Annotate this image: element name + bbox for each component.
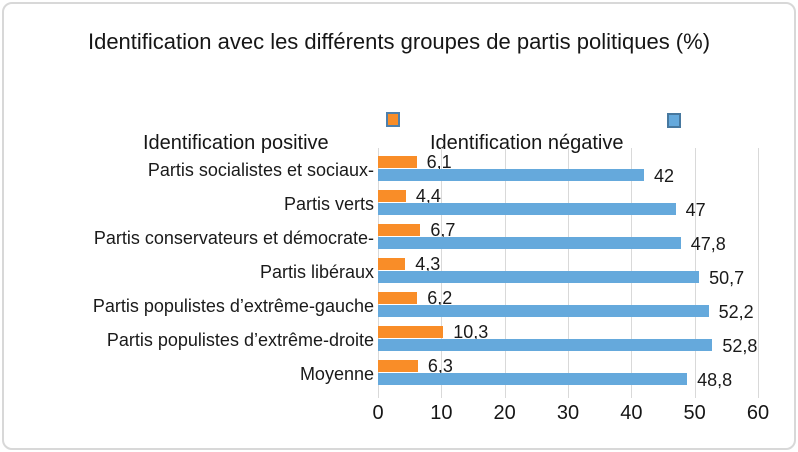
category-label: Partis socialistes et sociaux- — [147, 160, 374, 180]
bar-positive — [378, 326, 444, 338]
value-label-positive: 6,7 — [430, 220, 456, 240]
value-label-positive: 4,3 — [415, 254, 441, 274]
legend-marker-negative — [667, 113, 681, 128]
category-label: Moyenne — [299, 364, 374, 384]
bar-positive — [378, 156, 417, 168]
value-label-negative: 48,8 — [697, 370, 733, 390]
value-label-negative: 47,8 — [690, 234, 726, 254]
chart-title: Identification avec les différents group… — [87, 29, 711, 54]
value-label-negative: 50,7 — [709, 268, 745, 288]
x-axis-tick-label: 50 — [683, 402, 706, 424]
value-label-positive: 6,3 — [427, 356, 453, 376]
value-label-negative: 47 — [685, 200, 706, 220]
category-label: Partis verts — [283, 194, 374, 214]
x-axis-tick-label: 20 — [493, 402, 516, 424]
bar-negative — [378, 271, 700, 283]
gridline-60 — [758, 148, 759, 398]
x-axis-tick-label: 60 — [746, 402, 770, 424]
bar-negative — [378, 169, 644, 181]
bar-negative — [378, 339, 713, 351]
category-label: Partis conservateurs et démocrate- — [93, 228, 374, 248]
bar-negative — [378, 237, 681, 249]
bar-positive — [378, 224, 421, 236]
value-label-negative: 42 — [654, 166, 675, 186]
bar-negative — [378, 203, 676, 215]
x-axis-tick-label: 30 — [556, 402, 580, 424]
bar-negative — [378, 373, 688, 385]
bar-positive — [378, 292, 418, 304]
x-axis-tick-label: 40 — [620, 402, 643, 424]
value-label-positive: 10,3 — [453, 322, 489, 342]
legend-marker-positive — [386, 112, 400, 127]
value-label-negative: 52,2 — [718, 302, 754, 322]
value-label-positive: 4,4 — [415, 186, 441, 206]
bar-positive — [378, 190, 406, 202]
legend-label-positive: Identification positive — [143, 132, 329, 154]
category-label: Partis libéraux — [259, 262, 374, 282]
x-axis-tick-label: 10 — [430, 402, 453, 424]
category-label: Partis populistes d’extrême-gauche — [92, 296, 374, 316]
value-label-negative: 52,8 — [722, 336, 758, 356]
bar-positive — [378, 258, 406, 270]
bar-positive — [378, 360, 418, 372]
value-label-positive: 6,2 — [427, 288, 453, 308]
x-axis-tick-label: 0 — [372, 402, 384, 424]
category-label: Partis populistes d’extrême-droite — [106, 330, 374, 350]
bar-negative — [378, 305, 709, 317]
value-label-positive: 6,1 — [426, 152, 452, 172]
legend-label-negative: Identification négative — [430, 132, 624, 154]
